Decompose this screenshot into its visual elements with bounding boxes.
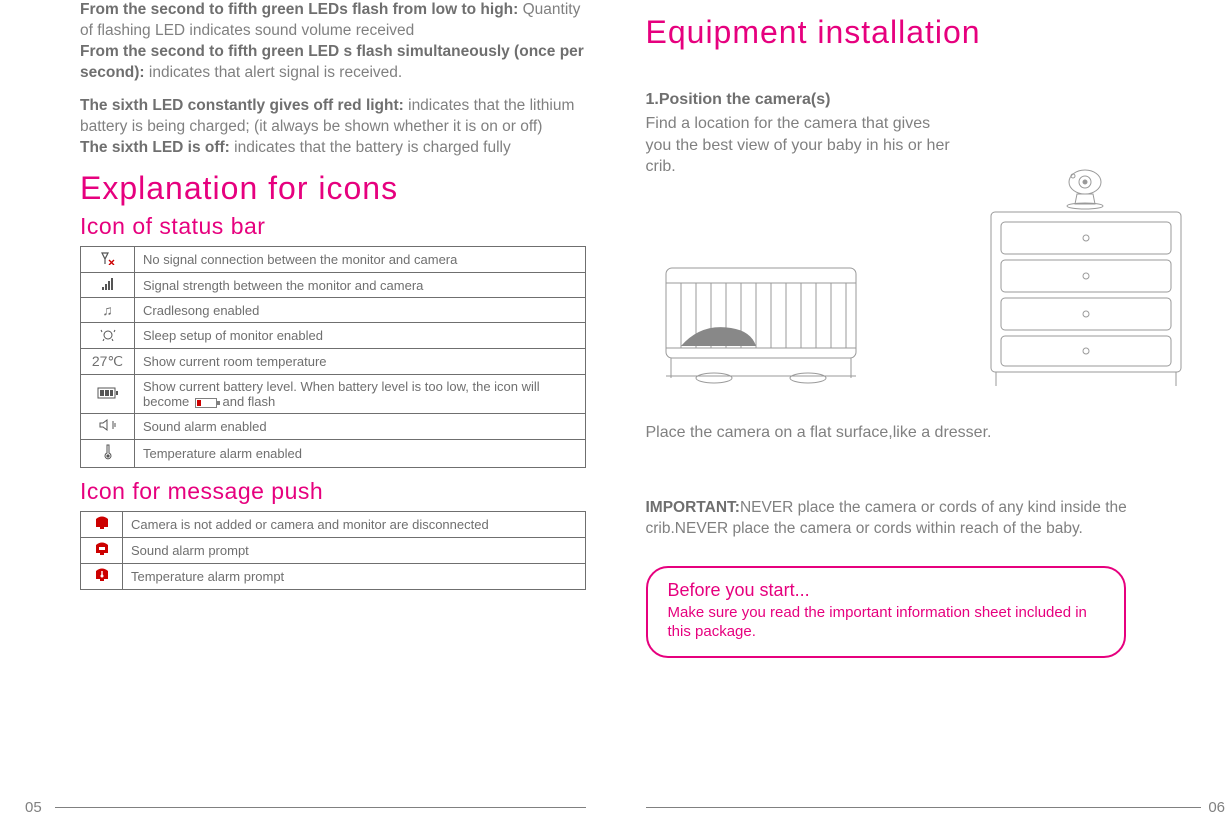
heading-explanation-icons: Explanation for icons bbox=[80, 170, 586, 207]
before-you-start-callout: Before you start... Make sure you read t… bbox=[646, 566, 1126, 658]
table-row: Temperature alarm prompt bbox=[81, 564, 586, 590]
important-warning: IMPORTANT:NEVER place the camera or cord… bbox=[646, 498, 1202, 540]
cradlesong-desc: Cradlesong enabled bbox=[135, 298, 586, 323]
no-signal-desc: No signal connection between the monitor… bbox=[135, 247, 586, 273]
callout-body: Make sure you read the important informa… bbox=[668, 603, 1104, 642]
page-number-left: 05 bbox=[25, 799, 42, 816]
table-row: Show current battery level. When battery… bbox=[81, 375, 586, 414]
led-paragraph-2: The sixth LED constantly gives off red l… bbox=[80, 96, 586, 159]
temperature-desc: Show current room temperature bbox=[135, 349, 586, 375]
led4-bold: The sixth LED is off: bbox=[80, 139, 230, 156]
battery-desc: Show current battery level. When battery… bbox=[135, 375, 586, 414]
signal-strength-icon bbox=[81, 273, 135, 298]
left-page: From the second to fifth green LEDs flas… bbox=[0, 0, 616, 828]
step1-title: 1.Position the camera(s) bbox=[646, 91, 1202, 109]
temp-prompt-icon bbox=[81, 564, 123, 590]
heading-message-push-icons: Icon for message push bbox=[80, 478, 586, 505]
led4-rest: indicates that the battery is charged fu… bbox=[230, 139, 511, 156]
low-battery-icon bbox=[195, 398, 217, 408]
temp-alarm-desc: Temperature alarm enabled bbox=[135, 440, 586, 468]
battery-desc-b: and flash bbox=[223, 394, 276, 409]
table-row: ♫ Cradlesong enabled bbox=[81, 298, 586, 323]
important-label: IMPORTANT: bbox=[646, 499, 740, 516]
table-row: No signal connection between the monitor… bbox=[81, 247, 586, 273]
table-row: Camera is not added or camera and monito… bbox=[81, 512, 586, 538]
battery-icon bbox=[81, 375, 135, 414]
sound-prompt-icon bbox=[81, 538, 123, 564]
sound-alarm-icon bbox=[81, 414, 135, 440]
camera-disconnected-icon bbox=[81, 512, 123, 538]
heading-status-bar-icons: Icon of status bar bbox=[80, 213, 586, 240]
no-signal-icon bbox=[81, 247, 135, 273]
led2-rest: indicates that alert signal is received. bbox=[145, 64, 403, 81]
callout-title: Before you start... bbox=[668, 580, 1104, 601]
led3-bold: The sixth LED constantly gives off red l… bbox=[80, 97, 404, 114]
dresser-caption: Place the camera on a flat surface,like … bbox=[646, 424, 1202, 442]
sleep-desc: Sleep setup of monitor enabled bbox=[135, 323, 586, 349]
push-desc-1: Camera is not added or camera and monito… bbox=[123, 512, 586, 538]
signal-desc: Signal strength between the monitor and … bbox=[135, 273, 586, 298]
illustration-row bbox=[646, 168, 1202, 398]
table-row: Signal strength between the monitor and … bbox=[81, 273, 586, 298]
temp-alarm-icon bbox=[81, 440, 135, 468]
temperature-icon: 27℃ bbox=[81, 349, 135, 375]
crib-illustration bbox=[646, 228, 876, 398]
table-row: Sound alarm prompt bbox=[81, 538, 586, 564]
right-page: Equipment installation 1.Position the ca… bbox=[616, 0, 1231, 828]
table-row: Sound alarm enabled bbox=[81, 414, 586, 440]
footer-rule bbox=[646, 807, 1202, 808]
push-desc-2: Sound alarm prompt bbox=[123, 538, 586, 564]
sleep-icon bbox=[81, 323, 135, 349]
push-icon-table: Camera is not added or camera and monito… bbox=[80, 511, 586, 590]
dresser-illustration bbox=[971, 168, 1201, 398]
push-desc-3: Temperature alarm prompt bbox=[123, 564, 586, 590]
table-row: Sleep setup of monitor enabled bbox=[81, 323, 586, 349]
sound-alarm-desc: Sound alarm enabled bbox=[135, 414, 586, 440]
status-icon-table: No signal connection between the monitor… bbox=[80, 246, 586, 468]
page-number-right: 06 bbox=[1208, 799, 1225, 816]
table-row: 27℃ Show current room temperature bbox=[81, 349, 586, 375]
heading-equipment-installation: Equipment installation bbox=[646, 14, 1202, 51]
table-row: Temperature alarm enabled bbox=[81, 440, 586, 468]
footer-rule bbox=[55, 807, 586, 808]
led-paragraph-1: From the second to fifth green LEDs flas… bbox=[80, 0, 586, 84]
led1-bold: From the second to fifth green LEDs flas… bbox=[80, 1, 518, 18]
music-note-icon: ♫ bbox=[81, 298, 135, 323]
